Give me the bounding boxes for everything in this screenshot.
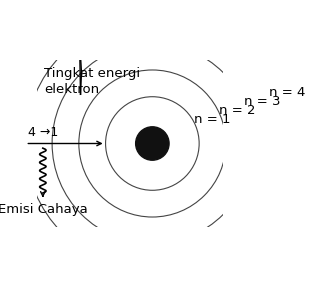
- Text: Emisi Cahaya: Emisi Cahaya: [0, 203, 88, 216]
- Text: n = 3: n = 3: [244, 95, 280, 108]
- Text: n = 4: n = 4: [269, 86, 305, 99]
- Text: Tingkat energi
elektron: Tingkat energi elektron: [44, 67, 140, 96]
- Text: 4 →1: 4 →1: [28, 127, 59, 139]
- Text: n = 2: n = 2: [219, 104, 255, 117]
- Circle shape: [136, 127, 169, 160]
- Text: n = 1: n = 1: [194, 113, 230, 126]
